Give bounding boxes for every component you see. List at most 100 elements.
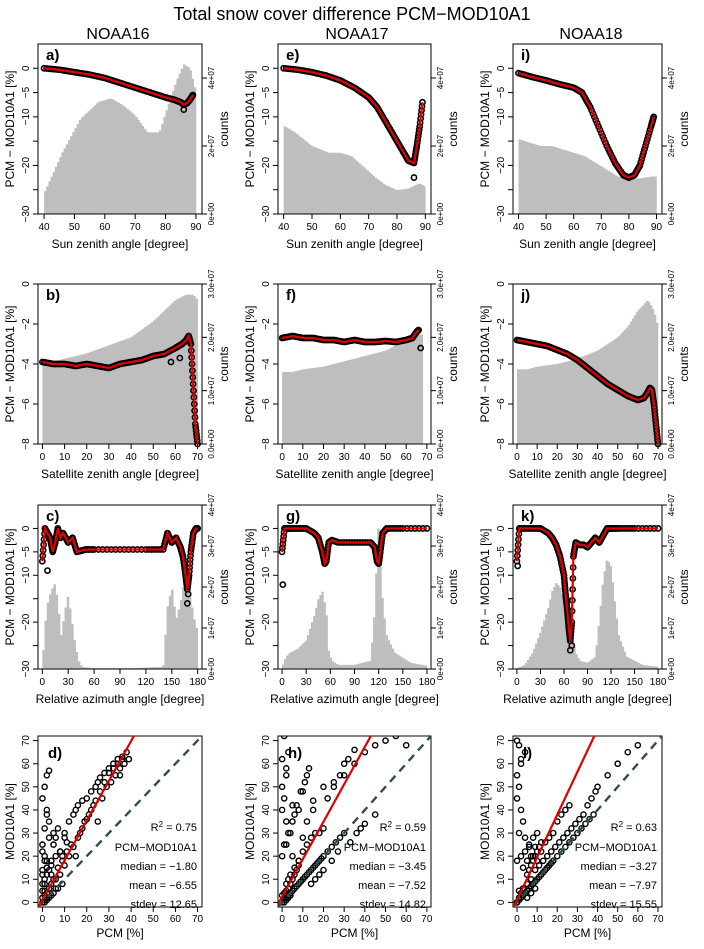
x-tick-label: 10 — [532, 452, 544, 463]
count-bar — [529, 368, 532, 444]
y-tick-label: −30 — [496, 205, 507, 222]
scatter-point — [45, 767, 53, 774]
count-bar — [645, 301, 649, 444]
series-line — [516, 338, 660, 445]
y-tick-label: −6 — [21, 398, 32, 410]
x-tick-label: 30 — [301, 677, 313, 688]
count-bar — [135, 333, 139, 444]
x-axis-label: Sun zenith angle [degree] — [52, 237, 189, 251]
scatter-point — [47, 871, 55, 878]
count-bar — [411, 186, 414, 214]
count-bar — [155, 667, 159, 669]
scatter-point — [289, 852, 296, 860]
count-bar — [62, 621, 65, 669]
series-line — [283, 67, 424, 165]
y-tick-label: 60 — [21, 758, 32, 770]
panel-j: 0 10 20 30 40 50 60 70 −8 −6 −4 −2 0 0.0e+00 1.0e+07 2.… — [478, 269, 691, 481]
y-tick-label: −8 — [261, 438, 272, 450]
x-tick-label: 70 — [421, 452, 433, 463]
y-axis-label: MOD10A1 [%] — [243, 783, 257, 860]
count-bar — [292, 371, 295, 444]
scatter-point — [83, 795, 91, 802]
count-bar — [559, 148, 563, 214]
count-bar — [115, 101, 119, 214]
right-tick-label: 4e+07 — [207, 493, 216, 516]
count-bar — [100, 348, 103, 444]
x-tick-label: 70 — [652, 914, 664, 925]
count-bar — [611, 173, 614, 214]
y-tick-label: 70 — [21, 735, 32, 747]
y-tick-label: 30 — [21, 827, 32, 839]
scatter-point — [361, 820, 369, 828]
count-bar — [161, 123, 164, 214]
scatter-point — [564, 829, 571, 837]
stat-diff-label: PCM−MOD10A1 — [344, 842, 426, 854]
y-tick-label: −5 — [261, 86, 272, 98]
count-bar — [633, 315, 637, 444]
scatter-point — [515, 829, 523, 837]
count-bar — [332, 152, 335, 214]
count-bar — [170, 303, 174, 444]
count-bar — [640, 178, 643, 214]
scatter-point — [45, 834, 53, 841]
count-bar — [408, 338, 411, 444]
count-bar — [656, 666, 659, 669]
count-bar — [545, 365, 548, 444]
count-bar — [57, 613, 61, 669]
count-bar — [120, 104, 123, 214]
count-bar — [356, 357, 359, 444]
stat-stdev: stdev = 14.82 — [360, 899, 426, 911]
scatter-point — [353, 829, 360, 837]
count-bar — [637, 309, 641, 444]
right-tick-label: 0e+00 — [667, 657, 676, 680]
scatter-point — [324, 795, 331, 802]
right-tick-label: 0e+00 — [667, 202, 676, 225]
count-bar — [587, 354, 590, 444]
count-bar — [593, 657, 596, 669]
count-bar — [575, 654, 578, 669]
scatter-point — [525, 843, 533, 851]
count-bar — [336, 363, 339, 444]
x-tick-label: 10 — [532, 914, 544, 925]
scatter-point — [336, 834, 344, 841]
x-tick-label: 80 — [391, 222, 403, 233]
one-to-one-line — [278, 736, 431, 907]
count-bar — [113, 100, 116, 214]
count-bar — [179, 599, 183, 669]
count-bar — [178, 73, 182, 214]
count-bar — [565, 150, 569, 214]
count-bar — [191, 607, 194, 669]
x-axis-label: Satellite zenith angle [degree] — [275, 467, 433, 481]
count-bar — [165, 110, 169, 214]
count-bar — [154, 132, 158, 214]
y-tick-label: 50 — [21, 781, 32, 793]
scatter-point — [72, 852, 79, 860]
x-tick-label: 40 — [126, 452, 138, 463]
count-bar — [44, 191, 47, 214]
count-bar — [557, 585, 560, 669]
count-bar — [372, 176, 376, 214]
count-bar — [348, 155, 351, 214]
y-tick-label: 0 — [261, 899, 272, 905]
count-bar — [346, 154, 349, 214]
count-bar — [599, 605, 602, 669]
x-tick-label: 120 — [138, 677, 155, 688]
right-axis-label: counts — [677, 569, 691, 604]
count-bar — [73, 356, 76, 444]
count-bar — [166, 606, 170, 669]
y-tick-label: −4 — [496, 358, 507, 370]
count-bar — [358, 163, 361, 214]
x-axis-label: Satellite zenith angle [degree] — [508, 467, 666, 481]
count-bar — [649, 305, 653, 444]
count-bar — [177, 609, 181, 669]
count-bar — [290, 372, 293, 444]
series-line — [41, 524, 198, 590]
count-bar — [75, 355, 79, 444]
count-bar — [374, 353, 377, 444]
count-bar — [304, 640, 308, 669]
x-tick-label: 0 — [279, 914, 285, 925]
count-bar — [587, 158, 590, 214]
count-bar — [625, 327, 629, 444]
count-bar — [64, 607, 68, 669]
count-bar — [392, 346, 395, 444]
